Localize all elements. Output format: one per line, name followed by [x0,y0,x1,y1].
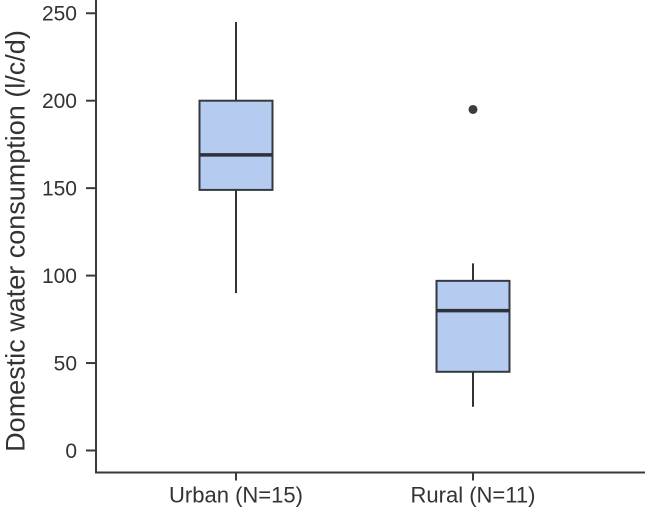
y-tick-label: 250 [42,3,77,26]
x-tick-label: Urban (N=15) [169,483,303,508]
iqr-box [435,279,511,373]
outlier-point [468,104,478,114]
y-tick-label: 200 [42,90,77,113]
y-tick-label: 0 [65,440,77,463]
y-tick-label: 100 [42,265,77,288]
x-tick-label: Rural (N=11) [411,483,536,508]
iqr-box [198,99,274,191]
y-tick-label: 50 [54,352,77,375]
y-tick-label: 150 [42,178,77,201]
